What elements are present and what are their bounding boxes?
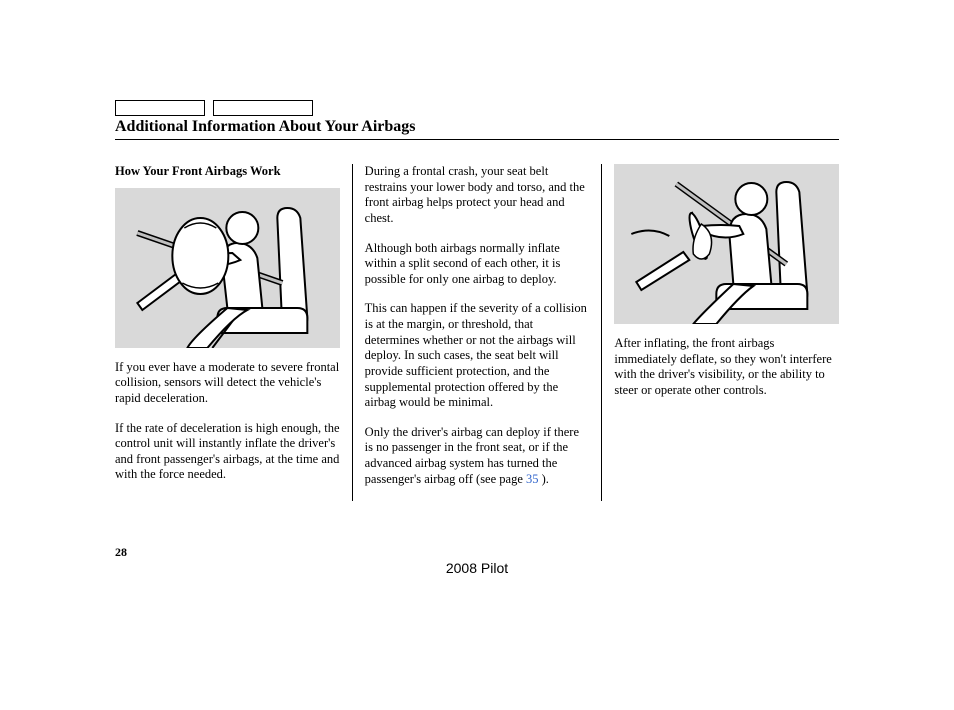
column-3: After inflating, the front airbags immed… (602, 164, 839, 501)
header-box (213, 100, 313, 116)
paragraph: If you ever have a moderate to severe fr… (115, 360, 340, 407)
airbag-inflated-illustration (115, 188, 340, 348)
header-placeholder-boxes (115, 100, 839, 116)
paragraph: During a frontal crash, your seat belt r… (365, 164, 590, 227)
paragraph-text: ). (539, 472, 549, 486)
paragraph: Although both airbags normally inflate w… (365, 241, 590, 288)
page-reference-link[interactable]: 35 (526, 472, 539, 486)
title-row: Additional Information About Your Airbag… (115, 118, 839, 140)
paragraph: If the rate of deceleration is high enou… (115, 421, 340, 484)
paragraph: This can happen if the severity of a col… (365, 301, 590, 410)
paragraph: After inflating, the front airbags immed… (614, 336, 839, 399)
footer-model-year: 2008 Pilot (0, 560, 954, 576)
page-title: Additional Information About Your Airbag… (115, 118, 839, 136)
content-columns: How Your Front Airbags Work (115, 164, 839, 501)
column-1: How Your Front Airbags Work (115, 164, 353, 501)
column-2: During a frontal crash, your seat belt r… (353, 164, 603, 501)
header-box (115, 100, 205, 116)
page-number: 28 (115, 545, 127, 560)
section-subhead: How Your Front Airbags Work (115, 164, 340, 180)
airbag-deflated-illustration (614, 164, 839, 324)
paragraph: Only the driver's airbag can deploy if t… (365, 425, 590, 488)
